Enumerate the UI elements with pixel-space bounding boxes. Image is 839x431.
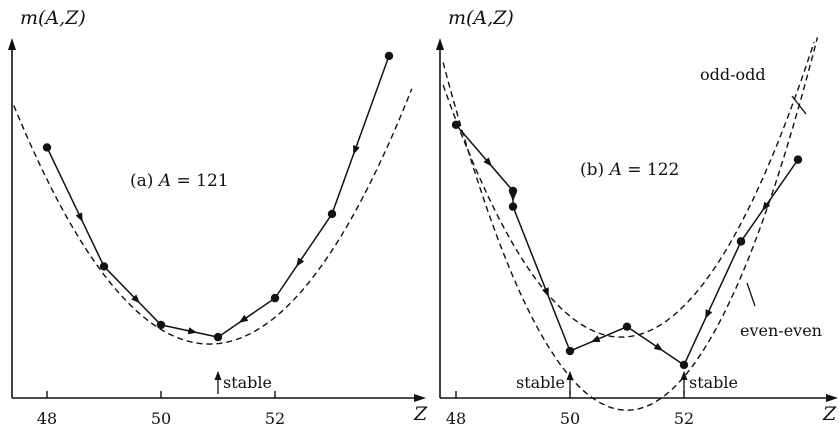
data-point (508, 186, 518, 196)
transition-line (626, 326, 685, 366)
transition-line (569, 325, 628, 352)
panel-a-y-axis-title: m(A,Z) (20, 7, 86, 29)
transition-line (160, 324, 219, 338)
x-tick-label: 50 (151, 409, 171, 428)
data-point (622, 322, 632, 331)
panel-b-title: (b) A = 122 (580, 160, 679, 180)
x-tick-label: 48 (37, 409, 57, 428)
parabola-odd-odd (442, 41, 815, 338)
transition-line (46, 147, 105, 267)
transition-line (683, 241, 742, 366)
data-point (270, 293, 280, 303)
panel-a-points (42, 51, 394, 342)
data-point (793, 155, 803, 164)
even-even-label: even-even (740, 321, 822, 340)
panel-b-x-axis-title: Z (822, 403, 837, 425)
stable-label: stable (689, 373, 738, 392)
data-point (508, 202, 518, 211)
panel-a-parabola (13, 88, 413, 345)
panel-a-x-axis-title: Z (413, 403, 428, 425)
panel-b-y-axis-arrow (436, 38, 444, 50)
stable-label: stable (223, 373, 272, 392)
data-point (451, 120, 461, 130)
data-point (736, 237, 746, 246)
data-point (42, 143, 52, 152)
data-point (213, 332, 223, 342)
panel-b-x-axis-arrow (826, 394, 838, 402)
transition-line (331, 55, 390, 215)
panel-b-annotations: stable stable (516, 371, 738, 394)
parabola-even-even (442, 37, 819, 411)
panel-a-x-axis-arrow (414, 394, 426, 402)
even-even-leader (746, 282, 756, 307)
transition-line (740, 159, 799, 242)
data-point (99, 262, 109, 271)
x-tick-label: 52 (265, 409, 285, 428)
data-point (565, 346, 575, 356)
transition-line (217, 297, 276, 338)
x-tick-label: 52 (674, 409, 694, 428)
panel-a-x-ticks: 48 50 52 (37, 391, 285, 428)
data-point (679, 360, 689, 370)
panel-b: m(A,Z) Z (b) A = 122 odd-odd even-even 4… (436, 7, 838, 428)
transition-line (103, 265, 162, 326)
panel-b-parabolas (442, 37, 819, 411)
panel-b-points (451, 120, 803, 370)
odd-odd-label: odd-odd (700, 65, 766, 84)
data-point (384, 51, 394, 61)
stable-label: stable (516, 373, 565, 392)
panel-a: m(A,Z) Z (a) A = 121 48 50 52 stable (8, 7, 428, 428)
panel-a-y-axis-arrow (8, 38, 16, 50)
transition-line (274, 213, 333, 299)
x-tick-label: 50 (560, 409, 580, 428)
panel-a-annotations: stable (214, 371, 272, 394)
transition-line (455, 124, 514, 192)
x-tick-label: 48 (446, 409, 466, 428)
data-point (156, 320, 166, 330)
panel-a-transition-arrows (46, 55, 390, 338)
transition-line (512, 206, 571, 352)
panel-b-x-ticks: 48 50 52 (446, 391, 694, 428)
panel-b-y-axis-title: m(A,Z) (448, 7, 514, 29)
data-point (327, 209, 337, 219)
panel-a-title: (a) A = 121 (130, 171, 229, 191)
